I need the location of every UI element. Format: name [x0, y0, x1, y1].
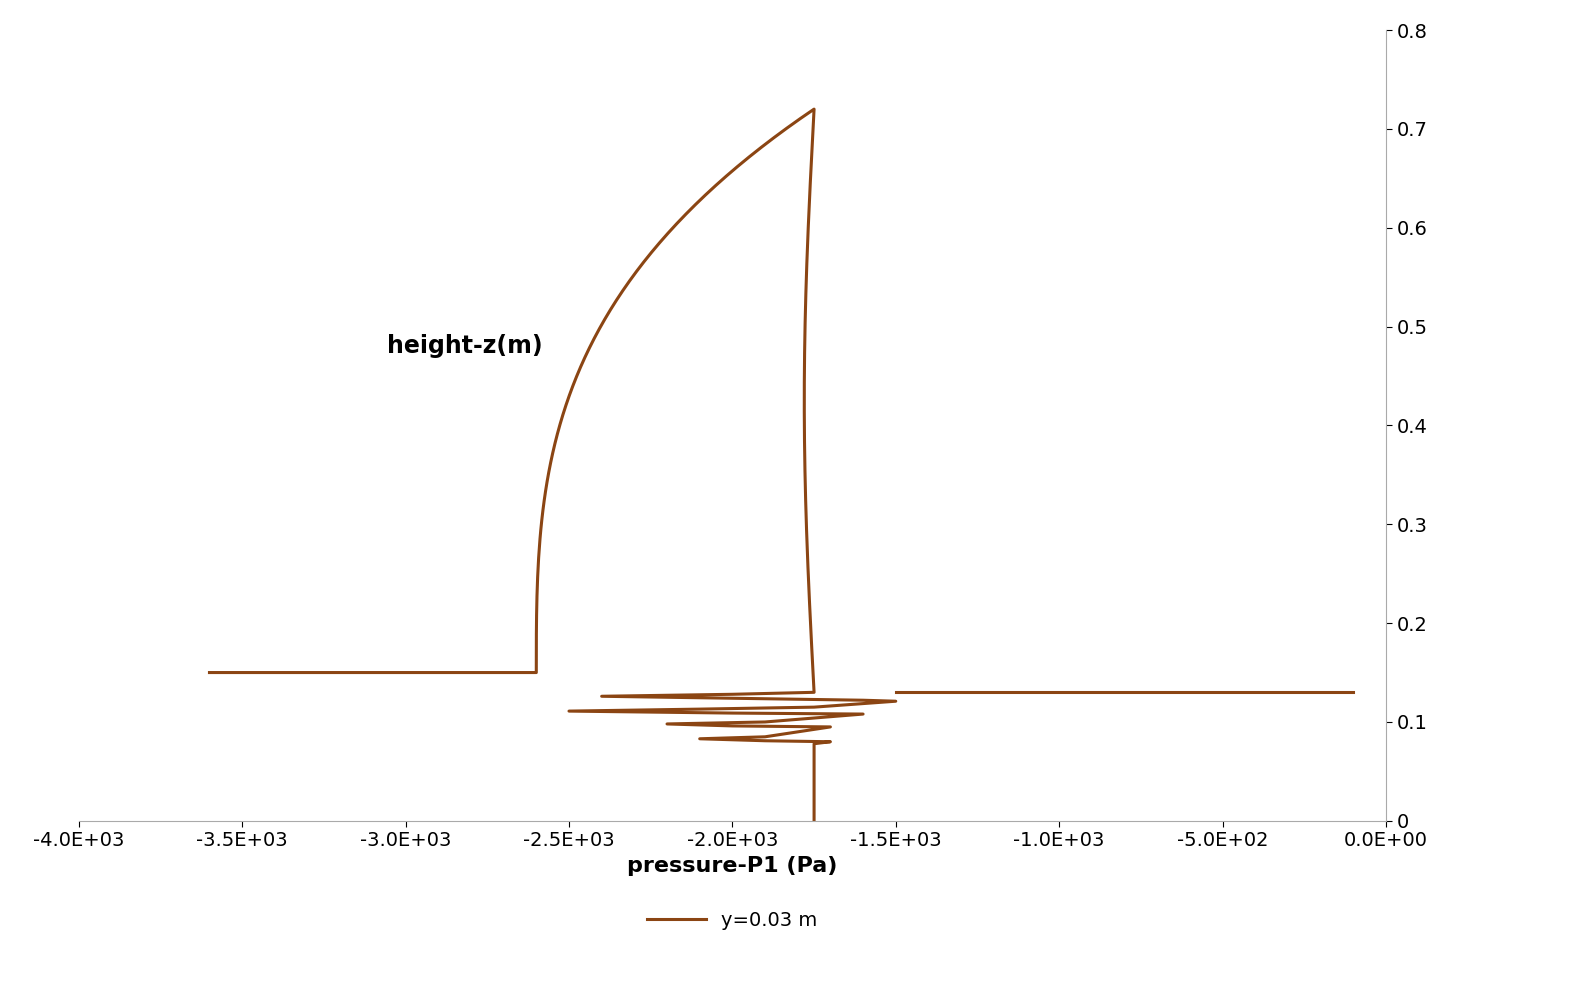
- Text: height-z(m): height-z(m): [386, 334, 542, 358]
- y=0.03 m: [795, 376, 814, 388]
- y=0.03 m: [650, 237, 669, 249]
- X-axis label: pressure-P1 (Pa): pressure-P1 (Pa): [627, 856, 838, 876]
- y=0.03 m: [800, 583, 819, 595]
- y=0.03 m: [805, 815, 824, 827]
- y=0.03 m: [805, 103, 824, 115]
- y=0.03 m: [805, 687, 824, 699]
- y=0.03 m: [676, 208, 695, 220]
- y=0.03 m: [293, 667, 312, 679]
- Legend: y=0.03 m: y=0.03 m: [639, 903, 825, 938]
- y=0.03 m: [200, 667, 219, 679]
- Line: y=0.03 m: y=0.03 m: [209, 109, 896, 821]
